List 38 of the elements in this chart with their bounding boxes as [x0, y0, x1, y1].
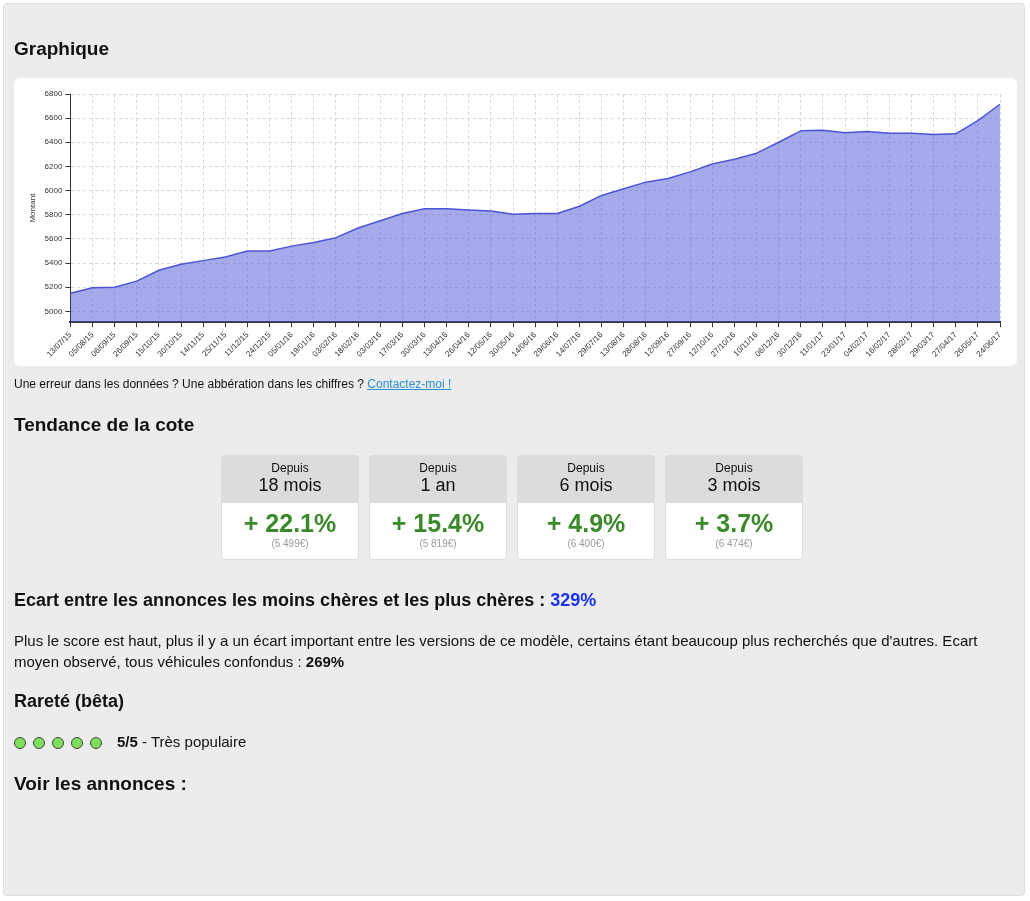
text: Une erreur dans les données ? Une abbération dans les chiffres ?	[14, 377, 364, 391]
text: Contactez-moi !	[367, 377, 452, 391]
y-tick-label: 5600	[44, 234, 63, 244]
chart-title: Graphique	[14, 38, 110, 60]
text: - Très populaire	[142, 733, 247, 750]
y-tick-label: 6400	[44, 137, 63, 147]
y-tick-label: 5400	[44, 258, 63, 268]
text: Depuis	[418, 460, 458, 475]
text: Depuis	[566, 460, 606, 475]
y-tick-label: 6600	[44, 113, 63, 123]
text: Ecart entre les annonces les moins chères et les plus chères :	[14, 590, 546, 610]
text: Rareté (bêta)	[14, 691, 125, 712]
text: Tendance de la cote	[14, 414, 195, 436]
y-tick-label: 5000	[44, 306, 63, 316]
text: (6 474€)	[714, 538, 754, 549]
y-tick-label: 6800	[44, 89, 63, 99]
text: (6 400€)	[566, 538, 606, 549]
text: (5 499€)	[270, 538, 310, 549]
y-tick-label: 5200	[44, 282, 63, 292]
text: 5/5	[117, 733, 138, 750]
text: + 3.7%	[693, 509, 775, 538]
text: 18 mois	[257, 475, 323, 496]
text: + 15.4%	[390, 509, 486, 538]
y-tick-label: 5800	[44, 209, 63, 219]
text: 329%	[550, 590, 597, 610]
text: Voir les annonces :	[14, 773, 187, 795]
y-axis-title: Montant	[28, 192, 37, 223]
text: (5 819€)	[418, 538, 458, 549]
text: 6 mois	[558, 475, 614, 496]
text: Depuis	[714, 460, 754, 475]
y-tick-label: 6000	[44, 185, 63, 195]
text: + 4.9%	[545, 509, 627, 538]
text: Depuis	[270, 460, 310, 475]
y-tick-label: 6200	[44, 161, 63, 171]
text: 1 an	[419, 475, 457, 496]
text: + 22.1%	[242, 509, 338, 538]
text: 3 mois	[706, 475, 762, 496]
text: 269%	[305, 653, 345, 670]
